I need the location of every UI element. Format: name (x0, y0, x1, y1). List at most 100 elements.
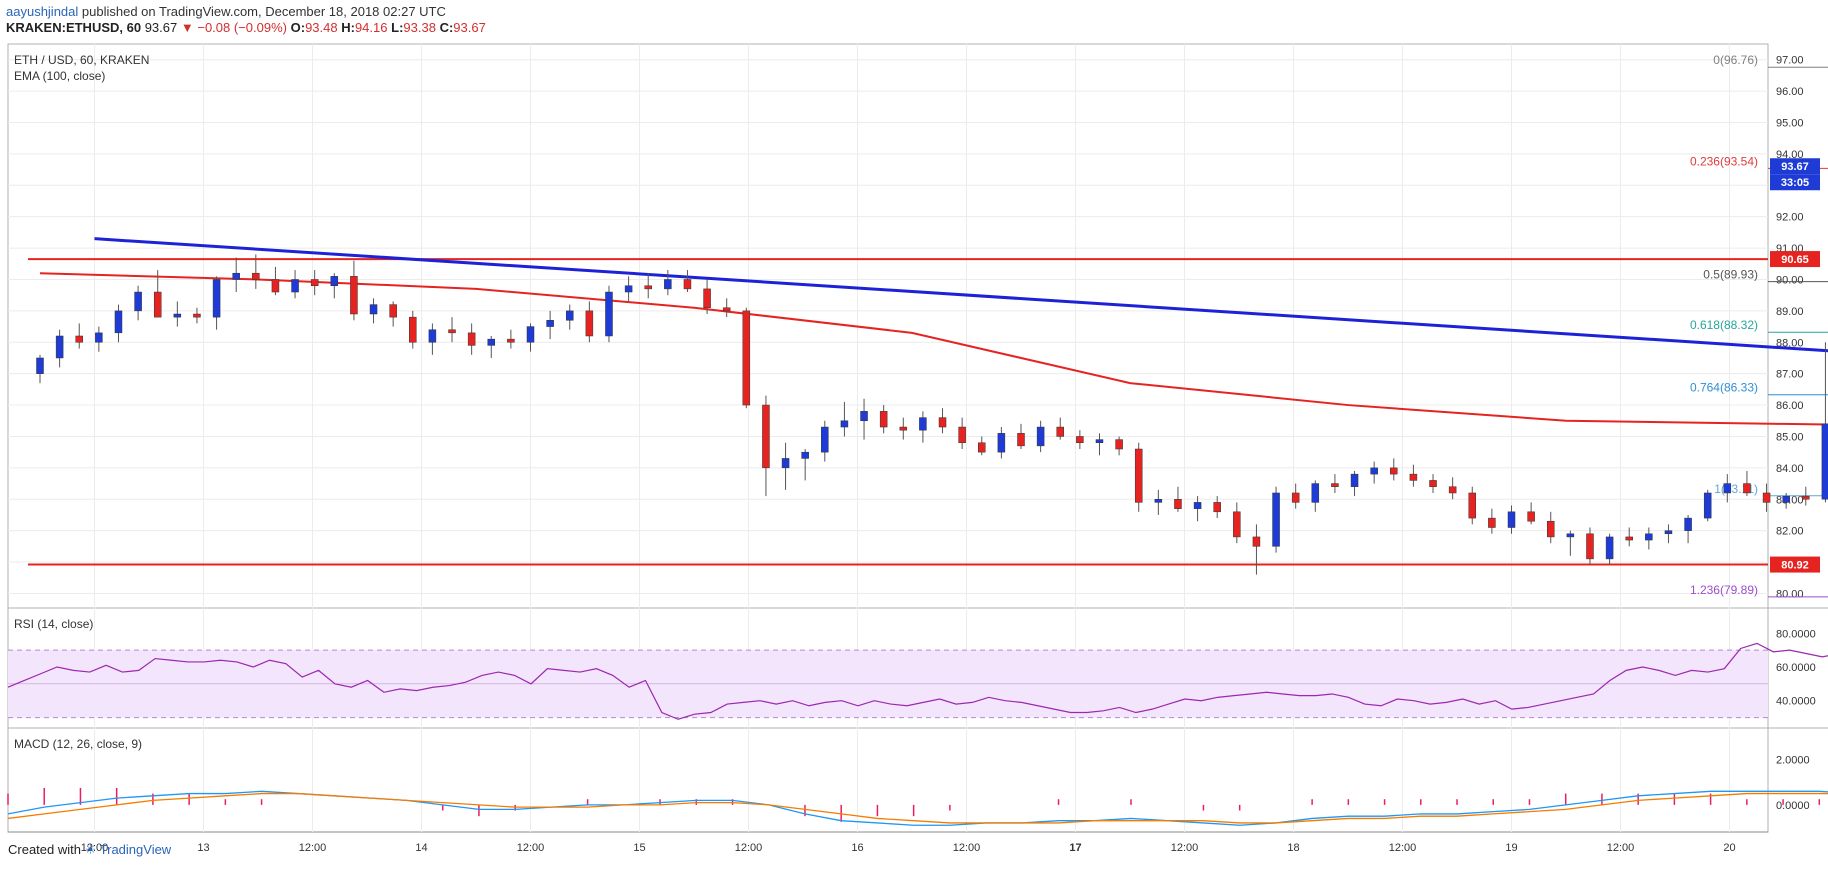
fib-level-label: 0(96.76) (1713, 53, 1758, 67)
candle (1134, 442, 1143, 512)
y-tick-label: 97.00 (1776, 55, 1804, 67)
fib-level-label: 0.618(88.32) (1690, 318, 1758, 332)
candle-body-down (1762, 492, 1771, 503)
rsi-title: RSI (14, close) (14, 617, 93, 631)
candle (664, 270, 672, 296)
candle-body-up (1193, 502, 1202, 509)
candle (605, 285, 613, 343)
candle (173, 301, 182, 327)
x-tick-label: 20 (1723, 842, 1735, 854)
candle (1605, 533, 1614, 566)
candle-body-up (1350, 473, 1359, 487)
candle-body-down (703, 288, 711, 308)
candle-body-up (1095, 439, 1104, 443)
x-tick-label: 12:00 (299, 842, 327, 854)
y-tick-label: 80.00 (1776, 588, 1804, 600)
candle-body-up (369, 304, 378, 315)
y-tick-label: 88.00 (1776, 337, 1804, 349)
macd-title: MACD (12, 26, close, 9) (14, 737, 142, 751)
candle (1233, 502, 1241, 544)
x-tick-label: 12:00 (81, 842, 109, 854)
open-value: 93.48 (305, 20, 338, 35)
close-label: C: (439, 20, 454, 35)
candle-body-down (507, 338, 515, 343)
candle (644, 273, 652, 299)
candle (585, 301, 594, 343)
y-tick-label: 82.00 (1776, 526, 1804, 538)
candle-body-down (193, 313, 201, 318)
y-tick-label: 86.00 (1776, 400, 1804, 412)
candle-body-up (1703, 492, 1712, 519)
candle-body-up (232, 272, 240, 280)
created-with-label: Created with (8, 842, 81, 857)
candle-body-up (1782, 495, 1790, 503)
candle-body-down (742, 310, 751, 406)
footer: Created with ☀ TradingView (8, 842, 171, 858)
candle (114, 304, 123, 343)
trendline (94, 237, 1828, 353)
candle (1586, 527, 1594, 566)
candle-body-up (114, 310, 123, 334)
x-tick-label: 14 (415, 842, 427, 854)
candle-body-down (1291, 492, 1300, 503)
tradingview-link[interactable]: TradingView (99, 842, 172, 857)
candle-body-up (624, 285, 633, 293)
candle-body-down (1115, 439, 1123, 450)
candle (860, 398, 868, 440)
x-tick-label: 18 (1287, 842, 1299, 854)
candle-body-up (1821, 423, 1828, 500)
candle-body-down (1017, 433, 1025, 447)
candle (350, 260, 358, 321)
candle (448, 317, 456, 343)
candle (212, 276, 221, 330)
candle-body-down (1802, 495, 1810, 500)
candle (1527, 502, 1535, 525)
candle (153, 270, 162, 318)
candle-body-down (1743, 483, 1751, 494)
candle (1017, 423, 1025, 450)
candle-body-down (585, 310, 594, 337)
author-link[interactable]: aayushjindal (6, 4, 79, 19)
ohlc-line: KRAKEN:ETHUSD, 60 93.67 ▼ −0.08 (−0.09%)… (6, 20, 486, 36)
candle (409, 310, 417, 349)
candle-body-down (978, 442, 986, 453)
candle (36, 354, 44, 384)
high-value: 94.16 (354, 20, 388, 35)
candle (1782, 492, 1790, 509)
candle-body-up (1605, 536, 1614, 560)
candle (742, 307, 751, 409)
candle (879, 405, 888, 434)
candle-body-down (938, 417, 947, 428)
candle (781, 442, 790, 490)
rsi-tick-label: 40.0000 (1776, 696, 1816, 708)
candle-body-down (1625, 536, 1633, 541)
candle-body-up (781, 458, 790, 469)
candle-body-up (330, 276, 339, 287)
macd-macd-line (7, 790, 1828, 826)
candle (1350, 470, 1359, 497)
fib-level-label: 0.5(89.93) (1703, 268, 1758, 282)
x-tick-label: 12:00 (517, 842, 545, 854)
candle-body-down (389, 304, 397, 318)
candle (919, 411, 927, 443)
candle (958, 417, 966, 450)
candle (1625, 527, 1633, 547)
candle-body-down (958, 426, 966, 443)
price-change: ▼ −0.08 (−0.09%) (180, 20, 287, 35)
countdown-tag: 33:05 (1781, 177, 1809, 189)
y-tick-label: 96.00 (1776, 86, 1804, 98)
y-tick-label: 87.00 (1776, 369, 1804, 381)
candle-body-down (644, 285, 652, 290)
candle (1193, 496, 1202, 522)
candle (310, 270, 319, 296)
candle (1291, 483, 1300, 509)
candle (389, 301, 397, 327)
fib-level-label: 0.236(93.54) (1690, 154, 1758, 168)
candle (899, 417, 908, 440)
candle (938, 408, 947, 434)
tradingview-logo-icon: ☀ (84, 842, 97, 857)
y-tick-label: 90.00 (1776, 274, 1804, 286)
candle (1488, 508, 1496, 534)
fib-level-label: 1.236(79.89) (1690, 583, 1758, 597)
